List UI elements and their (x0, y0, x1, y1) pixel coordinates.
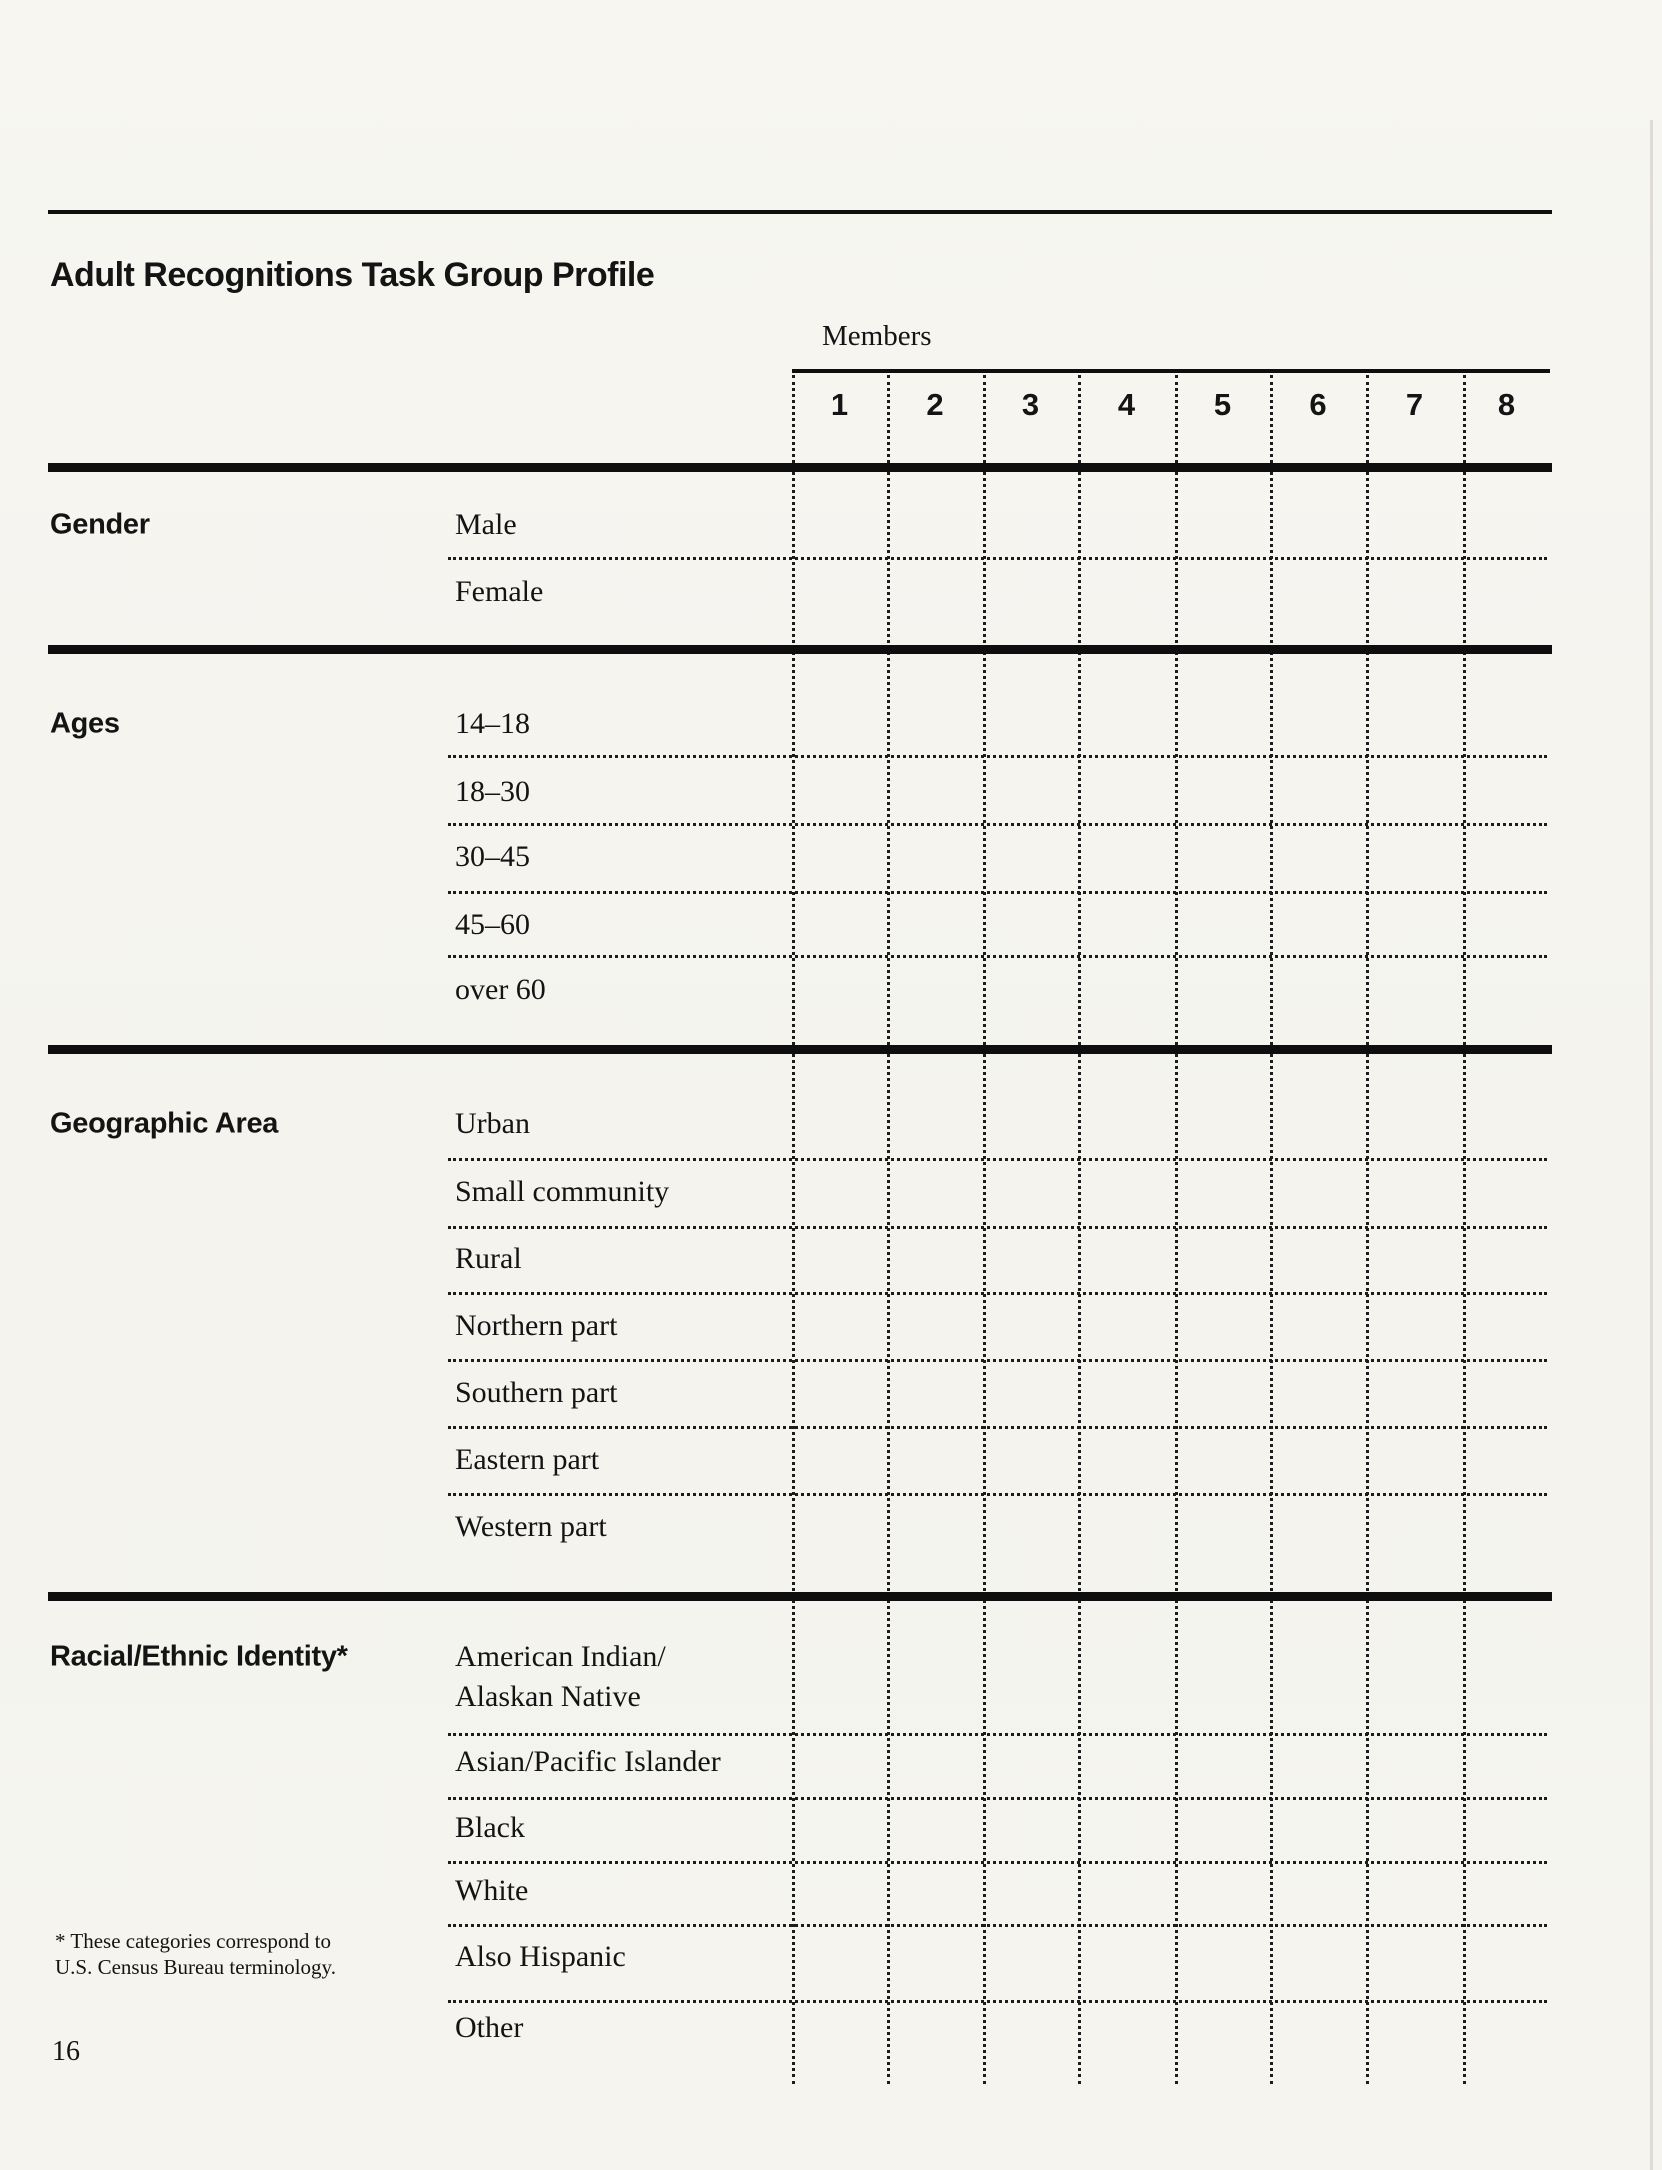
row-label-2-2: Rural (455, 1242, 522, 1275)
row-label-2-5: Eastern part (455, 1443, 600, 1476)
page-title: Adult Recognitions Task Group Profile (50, 256, 655, 294)
members-underline (792, 369, 1550, 373)
row-label-3-5: Other (455, 2011, 524, 2044)
page-number: 16 (52, 2036, 80, 2067)
row-label-3-0: American Indian/ Alaskan Native (455, 1640, 666, 1713)
row-separator-1-2 (448, 891, 1547, 894)
row-separator-2-4 (448, 1426, 1547, 1429)
row-separator-3-2 (448, 1861, 1547, 1864)
row-label-1-2: 30–45 (455, 840, 530, 873)
section-rule-4 (48, 1592, 1552, 1601)
column-divider-2 (887, 375, 890, 2084)
member-column-header-7: 7 (1405, 387, 1424, 422)
row-label-0-0: Male (455, 508, 517, 541)
row-label-3-1: Asian/Pacific Islander (455, 1745, 721, 1778)
section-rule-3 (48, 1045, 1552, 1054)
footnote: * These categories correspond to U.S. Ce… (55, 1929, 336, 1979)
row-label-3-2: Black (455, 1811, 525, 1844)
column-divider-7 (1366, 375, 1369, 2084)
row-label-1-3: 45–60 (455, 908, 530, 941)
category-label-1: Ages (50, 707, 120, 740)
row-label-2-3: Northern part (455, 1309, 618, 1342)
member-column-header-2: 2 (926, 387, 944, 422)
member-column-header-3: 3 (1021, 387, 1040, 422)
row-label-2-0: Urban (455, 1107, 530, 1140)
row-separator-1-0 (448, 755, 1547, 758)
member-column-header-5: 5 (1213, 387, 1232, 422)
member-column-header-1: 1 (830, 387, 849, 422)
row-separator-2-5 (448, 1493, 1547, 1496)
member-column-header-8: 8 (1497, 387, 1516, 422)
row-separator-3-1 (448, 1797, 1547, 1800)
row-separator-3-0 (448, 1733, 1547, 1736)
category-label-0: Gender (50, 508, 150, 541)
row-label-3-4: Also Hispanic (455, 1940, 626, 1973)
row-separator-2-1 (448, 1226, 1547, 1229)
column-divider-3 (983, 375, 986, 2084)
column-divider-5 (1175, 375, 1178, 2084)
column-divider-4 (1078, 375, 1081, 2084)
category-label-3: Racial/Ethnic Identity* (50, 1640, 348, 1673)
row-separator-3-4 (448, 2000, 1547, 2003)
row-label-2-6: Western part (455, 1510, 607, 1543)
row-label-1-1: 18–30 (455, 775, 530, 808)
members-header-label: Members (822, 320, 932, 352)
row-separator-0-0 (448, 557, 1547, 560)
member-column-header-6: 6 (1309, 387, 1327, 422)
column-divider-1 (792, 375, 795, 2084)
row-separator-3-3 (448, 1924, 1547, 1927)
row-label-1-4: over 60 (455, 973, 546, 1006)
row-label-2-4: Southern part (455, 1376, 618, 1409)
row-separator-2-3 (448, 1359, 1547, 1362)
row-label-0-1: Female (455, 575, 544, 608)
row-label-1-0: 14–18 (455, 707, 530, 740)
column-divider-6 (1270, 375, 1273, 2084)
row-separator-1-1 (448, 823, 1547, 826)
category-label-2: Geographic Area (50, 1107, 279, 1140)
member-column-header-4: 4 (1117, 387, 1136, 422)
section-rule-1 (48, 463, 1552, 472)
row-separator-2-2 (448, 1292, 1547, 1295)
column-divider-8 (1463, 375, 1466, 2084)
row-separator-1-3 (448, 955, 1547, 958)
page-edge-scan-artifact (1650, 120, 1653, 2170)
section-rule-2 (48, 645, 1552, 654)
top-rule (48, 210, 1552, 214)
row-separator-2-0 (448, 1158, 1547, 1161)
row-label-2-1: Small community (455, 1175, 670, 1208)
row-label-3-3: White (455, 1874, 529, 1907)
